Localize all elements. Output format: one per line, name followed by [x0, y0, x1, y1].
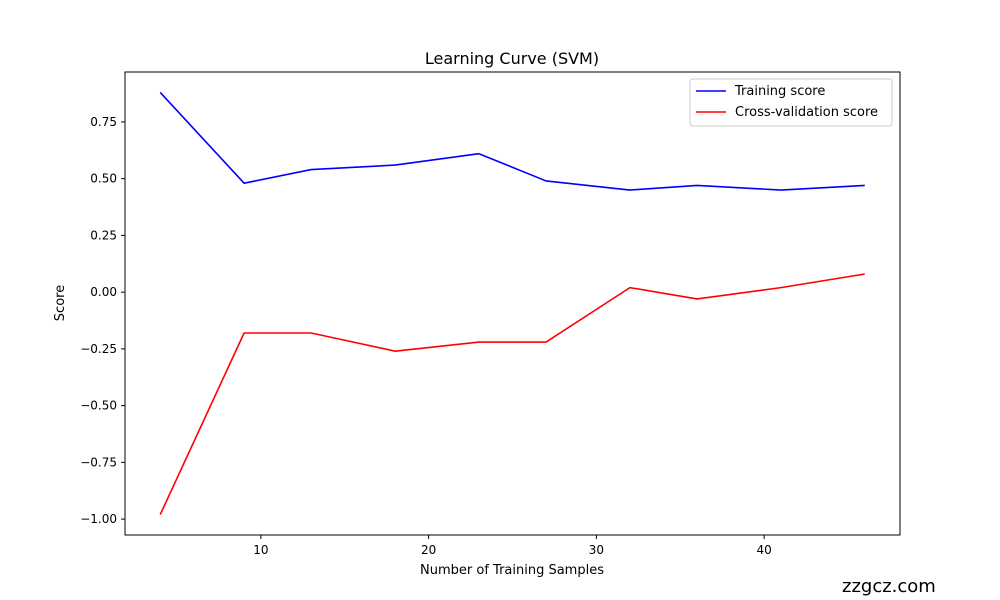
legend-label: Training score: [734, 84, 825, 99]
y-tick-label: 0.00: [90, 285, 117, 299]
x-tick-label: 30: [589, 543, 604, 557]
watermark-text: zzgcz.com: [842, 576, 936, 597]
y-tick-label: −1.00: [80, 512, 117, 526]
y-tick-label: 0.25: [90, 228, 117, 242]
y-axis-label: Score: [53, 285, 68, 321]
series-line-cross-validation-score: [159, 273, 865, 515]
legend-box: [689, 78, 893, 127]
x-tick-label: 10: [253, 543, 268, 557]
plot-area: 10 20 30 40 −1.00 −0.75 −0.50 −0.25 0.00 0.25 0.50…: [80, 71, 901, 557]
legend: Training score Cross-validation score: [689, 78, 893, 127]
y-tick-label: −0.75: [80, 455, 117, 469]
legend-label: Cross-validation score: [735, 105, 878, 120]
y-tick-label: −0.25: [80, 342, 117, 356]
y-tick-label: 0.50: [90, 172, 117, 186]
x-axis-label: Number of Training Samples: [420, 563, 604, 578]
y-tick-label: −0.50: [80, 399, 117, 413]
y-tick-label: 0.75: [90, 115, 117, 129]
chart-title: Learning Curve (SVM): [425, 49, 599, 68]
plot-frame: [124, 71, 901, 536]
x-tick-label: 40: [756, 543, 771, 557]
x-tick-label: 20: [421, 543, 436, 557]
series-line-training-score: [159, 91, 865, 191]
